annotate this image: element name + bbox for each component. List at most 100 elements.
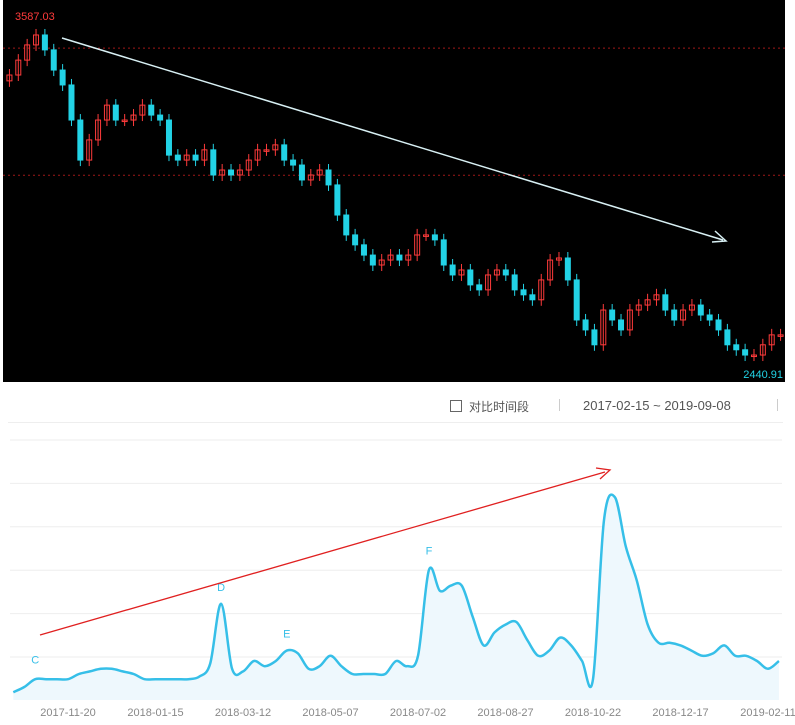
x-tick-label: 2018-03-12 bbox=[215, 707, 271, 719]
candle bbox=[662, 288, 669, 317]
candle bbox=[174, 149, 181, 167]
grid bbox=[10, 439, 782, 658]
x-tick-label: 2019-02-11 bbox=[740, 707, 795, 719]
x-tick-label: 2018-08-27 bbox=[477, 707, 533, 719]
candle bbox=[573, 273, 580, 326]
candle bbox=[387, 249, 394, 267]
candle bbox=[653, 288, 660, 306]
candle bbox=[644, 293, 651, 312]
candle bbox=[228, 164, 235, 181]
candle bbox=[405, 249, 412, 267]
candle bbox=[15, 54, 22, 82]
trend-arrow-down bbox=[61, 37, 728, 243]
annotation-label: F bbox=[426, 545, 433, 557]
candle bbox=[520, 283, 527, 301]
candle bbox=[449, 259, 456, 281]
x-tick-label: 2017-11-20 bbox=[40, 707, 95, 719]
candle bbox=[290, 154, 297, 172]
candle bbox=[95, 114, 102, 146]
candle bbox=[325, 164, 332, 191]
candle bbox=[485, 268, 492, 296]
candle bbox=[369, 249, 376, 272]
candle bbox=[440, 233, 447, 272]
candle bbox=[165, 114, 172, 162]
compare-label[interactable]: 对比时间段 bbox=[469, 400, 530, 414]
candle bbox=[591, 323, 598, 351]
trend-arrow-up bbox=[39, 467, 612, 636]
candle bbox=[254, 143, 261, 167]
candle bbox=[103, 99, 110, 127]
candle bbox=[502, 263, 509, 281]
x-tick-label: 2018-01-15 bbox=[127, 707, 183, 719]
candle bbox=[201, 143, 208, 167]
max-price-label: 3587.03 bbox=[15, 11, 55, 23]
candles bbox=[6, 28, 784, 362]
candle bbox=[352, 228, 359, 251]
annotation-label: E bbox=[283, 629, 290, 641]
candle bbox=[121, 114, 128, 127]
candle bbox=[50, 43, 57, 77]
candle bbox=[219, 164, 226, 181]
candle bbox=[458, 263, 465, 281]
annotations: C D E F bbox=[31, 545, 432, 666]
candle bbox=[671, 304, 678, 326]
candle bbox=[759, 338, 766, 362]
candlestick-chart: 3587.03 2440.91 bbox=[3, 0, 785, 382]
candle bbox=[130, 109, 137, 127]
x-tick-label: 2018-12-17 bbox=[652, 707, 708, 719]
candle bbox=[724, 323, 731, 351]
candle bbox=[423, 228, 430, 241]
separator bbox=[777, 399, 778, 411]
candle bbox=[582, 313, 589, 336]
candle bbox=[609, 304, 616, 326]
candle bbox=[68, 78, 75, 127]
candle bbox=[316, 164, 323, 181]
candle bbox=[635, 299, 642, 317]
candle bbox=[86, 133, 93, 167]
candle bbox=[493, 263, 500, 281]
candle bbox=[538, 273, 545, 306]
candle bbox=[547, 254, 554, 286]
compare-checkbox[interactable] bbox=[450, 400, 462, 412]
candle bbox=[467, 263, 474, 291]
candle bbox=[24, 38, 31, 67]
candle bbox=[77, 114, 84, 167]
candle bbox=[706, 308, 713, 326]
candle bbox=[750, 349, 757, 362]
divider bbox=[8, 422, 783, 423]
candle bbox=[555, 251, 562, 267]
candle bbox=[715, 313, 722, 336]
candle bbox=[618, 313, 625, 336]
toolbar: 对比时间段 2017-02-15 ~ 2019-09-08 bbox=[0, 396, 795, 416]
candle bbox=[6, 69, 13, 87]
candle bbox=[431, 228, 438, 246]
candle bbox=[626, 304, 633, 336]
candle bbox=[697, 299, 704, 321]
candle bbox=[733, 338, 740, 356]
candle bbox=[777, 328, 784, 341]
candle bbox=[272, 138, 279, 156]
annotation-label: D bbox=[217, 582, 225, 594]
candle bbox=[139, 99, 146, 122]
candle bbox=[245, 154, 252, 177]
candle bbox=[360, 238, 367, 262]
date-range-picker[interactable]: 2017-02-15 ~ 2019-09-08 bbox=[583, 398, 731, 413]
candle bbox=[511, 268, 518, 296]
candle bbox=[298, 159, 305, 186]
candle bbox=[210, 143, 217, 181]
candle bbox=[378, 254, 385, 272]
candle bbox=[529, 288, 536, 306]
candle bbox=[157, 109, 164, 127]
candle bbox=[59, 64, 66, 91]
series-line bbox=[12, 493, 780, 694]
candle bbox=[688, 299, 695, 317]
candle bbox=[414, 228, 421, 262]
candle bbox=[768, 328, 775, 351]
candle bbox=[343, 209, 350, 241]
candle bbox=[236, 164, 243, 181]
reference-lines bbox=[3, 47, 785, 176]
min-price-label: 2440.91 bbox=[743, 369, 783, 381]
candle bbox=[742, 343, 749, 362]
candle bbox=[564, 251, 571, 286]
candle bbox=[192, 149, 199, 167]
